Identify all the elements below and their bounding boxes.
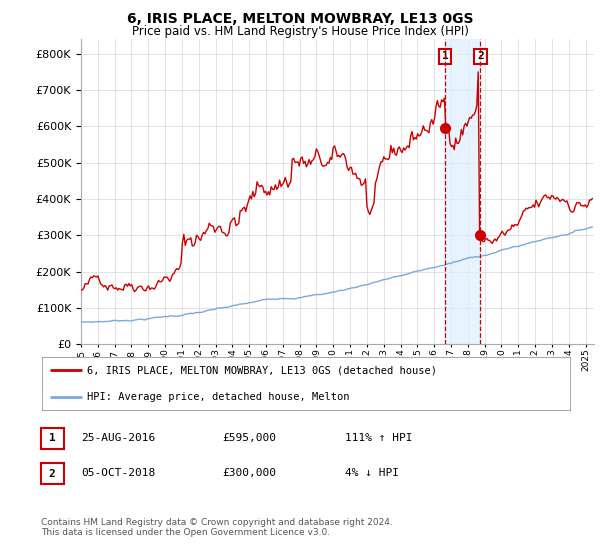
Text: Contains HM Land Registry data © Crown copyright and database right 2024.
This d: Contains HM Land Registry data © Crown c…	[41, 518, 392, 538]
Text: 1: 1	[442, 52, 449, 62]
Bar	[445, 39, 481, 344]
Text: 6, IRIS PLACE, MELTON MOWBRAY, LE13 0GS (detached house): 6, IRIS PLACE, MELTON MOWBRAY, LE13 0GS …	[87, 365, 437, 375]
Text: 6, IRIS PLACE, MELTON MOWBRAY, LE13 0GS: 6, IRIS PLACE, MELTON MOWBRAY, LE13 0GS	[127, 12, 473, 26]
Text: 05-OCT-2018: 05-OCT-2018	[81, 468, 155, 478]
Text: HPI: Average price, detached house, Melton: HPI: Average price, detached house, Melt…	[87, 391, 349, 402]
Text: 25-AUG-2016: 25-AUG-2016	[81, 433, 155, 443]
Text: Price paid vs. HM Land Registry's House Price Index (HPI): Price paid vs. HM Land Registry's House …	[131, 25, 469, 38]
Text: 111% ↑ HPI: 111% ↑ HPI	[345, 433, 413, 443]
Text: 1: 1	[49, 433, 56, 444]
Text: £595,000: £595,000	[222, 433, 276, 443]
Text: £300,000: £300,000	[222, 468, 276, 478]
Text: 2: 2	[477, 52, 484, 62]
Text: 2: 2	[49, 469, 56, 479]
Text: 4% ↓ HPI: 4% ↓ HPI	[345, 468, 399, 478]
